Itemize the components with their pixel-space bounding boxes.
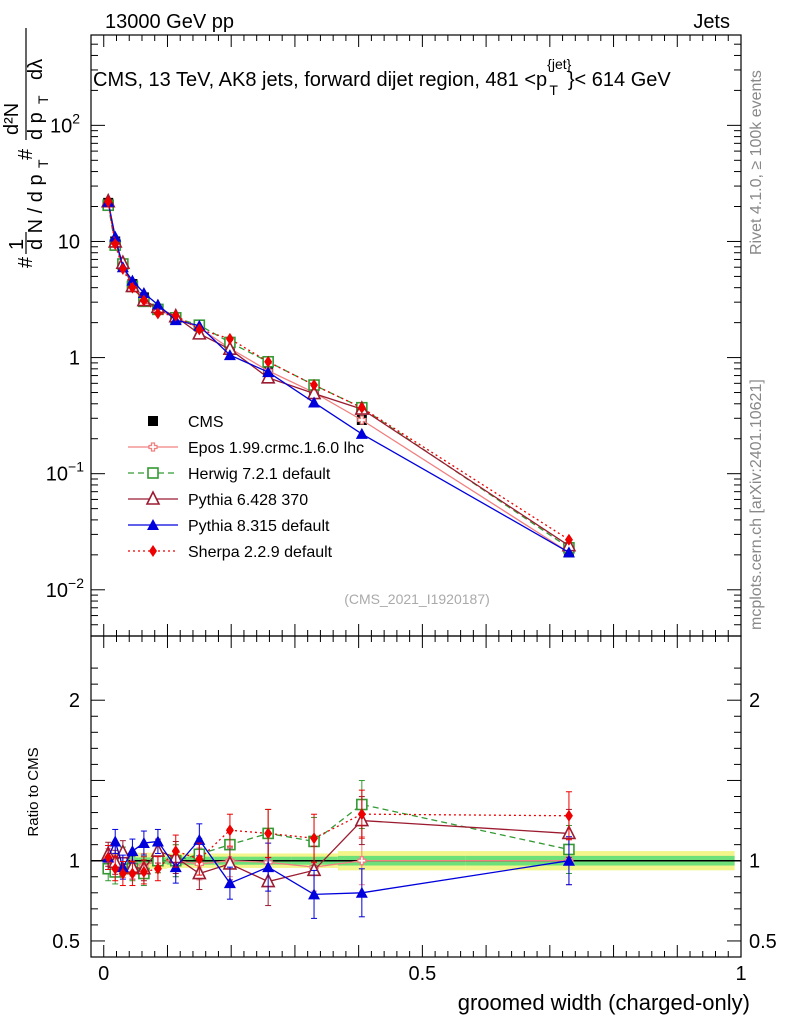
ratio-point-pythia-8-315-default — [308, 888, 321, 900]
legend-label-epos-1-99-crmc-1-6-0-lhc: Epos 1.99.crmc.1.6.0 lhc — [188, 440, 364, 457]
ratio-point-sherpa-2-2-9-default — [118, 867, 127, 880]
legend-marker-cms — [148, 416, 158, 426]
data-point-sherpa-2-2-9-default — [153, 307, 162, 320]
ratio-point-sherpa-2-2-9-default — [310, 832, 319, 845]
data-point-sherpa-2-2-9-default — [118, 262, 127, 275]
header-left: 13000 GeV pp — [105, 11, 234, 33]
data-point-sherpa-2-2-9-default — [139, 294, 148, 307]
header-right: Jets — [693, 11, 730, 33]
ratio-point-pythia-8-315-default — [355, 886, 368, 898]
data-point-pythia-8-315-default — [109, 230, 122, 242]
svg-text:#: # — [15, 148, 37, 160]
analysis-watermark: (CMS_2021_I1920187) — [344, 591, 490, 607]
ratio-point-pythia-8-315-default — [562, 854, 575, 866]
data-point-sherpa-2-2-9-default — [128, 281, 137, 294]
data-point-pythia-8-315-default — [562, 546, 575, 558]
ratio-point-pythia-8-315-default — [137, 837, 150, 849]
svg-text:d²N: d²N — [1, 103, 23, 135]
x-tick-label: 0.5 — [408, 963, 436, 985]
svg-text:1: 1 — [6, 239, 28, 250]
mcplots-label: mcplots.cern.ch [arXiv:2401.10621] — [748, 379, 765, 630]
legend-marker-epos-1-99-crmc-1-6-0-lhc — [148, 442, 158, 452]
ratio-point-sherpa-2-2-9-default — [111, 862, 120, 875]
data-point-pythia-8-315-default — [126, 274, 139, 286]
ratio-point-pythia-8-315-default — [151, 835, 164, 847]
ratio-y-tick-label: 2 — [69, 690, 80, 712]
ratio-point-pythia-8-315-default — [193, 833, 206, 845]
ratio-frame — [90, 635, 742, 958]
data-point-pythia-8-315-default — [137, 286, 150, 298]
ratio-point-epos-1-99-crmc-1-6-0-lhc — [357, 856, 367, 866]
data-point-sherpa-2-2-9-default — [264, 355, 273, 368]
legend-marker-sherpa-2-2-9-default — [149, 545, 157, 557]
ratio-point-sherpa-2-2-9-default — [195, 853, 204, 866]
ratio-y-tick-label: 0.5 — [52, 931, 80, 953]
svg-text:d N / d p: d N / d p — [25, 174, 47, 250]
ratio-panel: 0 0.5 12 21 10.5 0.5 — [52, 635, 777, 985]
x-tick-label: 0 — [98, 963, 109, 985]
data-point-sherpa-2-2-9-default — [357, 401, 366, 414]
ratio-point-sherpa-2-2-9-default — [564, 809, 573, 822]
main-panel: 10−2 10−1 1 10 102 — [46, 34, 742, 957]
ratio-point-sherpa-2-2-9-default — [171, 845, 180, 858]
legend-marker-herwig-7-2-1-default — [147, 467, 159, 479]
data-point-pythia-8-315-default — [355, 427, 368, 439]
y-tick-label: 10−2 — [46, 575, 84, 602]
ratio-point-sherpa-2-2-9-default — [225, 824, 234, 837]
data-point-epos-1-99-crmc-1-6-0-lhc — [357, 415, 367, 425]
legend-marker-pythia-6-428-370 — [145, 490, 161, 505]
data-point-sherpa-2-2-9-default — [564, 533, 573, 546]
data-point-sherpa-2-2-9-default — [310, 379, 319, 392]
rivet-label: Rivet 4.1.0, ≥ 100k events — [748, 70, 765, 255]
legend-label-herwig-7-2-1-default: Herwig 7.2.1 default — [188, 466, 331, 483]
svg-text:dλ: dλ — [25, 59, 47, 80]
ratio-point-sherpa-2-2-9-default — [104, 851, 113, 864]
svg-text:#: # — [15, 256, 37, 268]
data-point-pythia-8-315-default — [223, 349, 236, 361]
data-point-sherpa-2-2-9-default — [104, 195, 113, 208]
data-point-pythia-8-315-default — [151, 298, 164, 310]
ratio-y-tick-label-right: 1 — [749, 851, 760, 873]
ratio-point-pythia-8-315-default — [262, 861, 275, 873]
ratio-y-tick-label-right: 0.5 — [749, 931, 777, 953]
series-line-pythia-6-428-370 — [107, 201, 570, 547]
legend-label-pythia-6-428-370: Pythia 6.428 370 — [188, 492, 308, 509]
legend-label-pythia-8-315-default: Pythia 8.315 default — [188, 518, 330, 535]
ratio-point-pythia-8-315-default — [223, 877, 236, 889]
legend: CMS Epos 1.99.crmc.1.6.0 lhc Herwig 7.2.1 … — [128, 414, 364, 561]
ratio-point-sherpa-2-2-9-default — [153, 862, 162, 875]
data-point-pythia-8-315-default — [308, 396, 321, 408]
data-point-sherpa-2-2-9-default — [195, 323, 204, 336]
ratio-point-sherpa-2-2-9-default — [139, 865, 148, 878]
legend-label-cms: CMS — [188, 414, 224, 431]
data-point-pythia-8-315-default — [262, 366, 275, 378]
svg-text:d p: d p — [25, 112, 47, 140]
svg-text:T: T — [35, 95, 51, 104]
data-point-sherpa-2-2-9-default — [171, 309, 180, 322]
x-tick-label: 1 — [735, 963, 746, 985]
legend-label-sherpa-2-2-9-default: Sherpa 2.2.9 default — [188, 544, 333, 561]
y-tick-label: 1 — [69, 348, 80, 370]
data-point-sherpa-2-2-9-default — [225, 332, 234, 345]
series-line-sherpa-2-2-9-default — [107, 201, 570, 541]
ratio-point-pythia-8-315-default — [126, 845, 139, 857]
ratio-y-label: Ratio to CMS — [25, 747, 42, 836]
main-y-label: # 1 d N / d p T # d²N d p T dλ — [1, 28, 51, 268]
ratio-point-sherpa-2-2-9-default — [128, 867, 137, 880]
svg-text:T: T — [35, 159, 51, 168]
y-tick-label: 10−1 — [46, 459, 84, 486]
ratio-point-pythia-8-315-default — [109, 835, 122, 847]
ratio-point-sherpa-2-2-9-default — [357, 808, 366, 821]
legend-marker-pythia-8-315-default — [147, 519, 159, 530]
x-axis-label: groomed width (charged-only) — [458, 990, 750, 1015]
main-title: CMS, 13 TeV, AK8 jets, forward dijet reg… — [93, 56, 671, 98]
ratio-y-tick-label: 1 — [69, 851, 80, 873]
ratio-y-tick-label-right: 2 — [749, 690, 760, 712]
y-tick-label: 102 — [50, 110, 80, 137]
y-tick-label: 10 — [58, 231, 80, 253]
data-point-sherpa-2-2-9-default — [111, 238, 120, 251]
ratio-point-sherpa-2-2-9-default — [264, 827, 273, 840]
